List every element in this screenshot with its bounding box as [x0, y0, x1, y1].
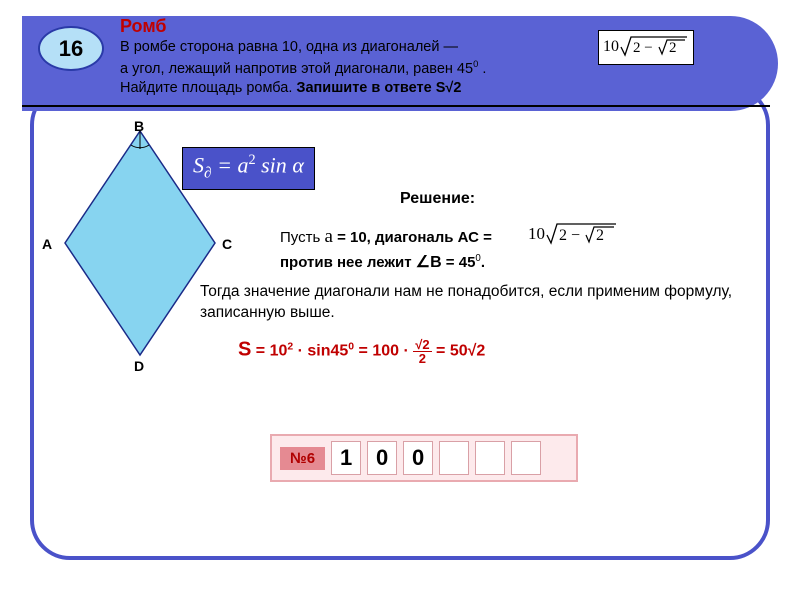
diagonal-expression-inline: 10 2 − 2	[528, 220, 618, 251]
sol-angle-b: ∠В	[416, 254, 442, 271]
frac-d: 2	[413, 352, 431, 365]
svg-text:10: 10	[528, 224, 545, 243]
svg-text:2: 2	[596, 227, 604, 244]
res-mid: = 100 ·	[354, 343, 413, 360]
answer-label: №6	[280, 447, 325, 470]
frac-n: √2	[413, 338, 431, 352]
answer-cell-4[interactable]	[439, 441, 469, 475]
problem-line2a: а угол, лежащий напротив этой диагонали,…	[120, 60, 473, 76]
vertex-c: C	[222, 236, 232, 252]
res-dot1: · sin45	[293, 343, 348, 360]
sol-l2c: = 45	[442, 254, 476, 271]
answer-cell-2[interactable]: 0	[367, 441, 397, 475]
area-formula: S∂ = a2 sin α	[182, 147, 315, 190]
problem-statement: В ромбе сторона равна 10, одна из диагон…	[120, 38, 680, 99]
sol-var-a: а	[324, 226, 332, 247]
solution-line1: Пусть а = 10, диагональ АС =	[280, 226, 760, 248]
answer-cell-5[interactable]	[475, 441, 505, 475]
vertex-d: D	[134, 358, 144, 374]
vertex-a: A	[42, 236, 52, 252]
problem-number-badge: 16	[38, 26, 104, 71]
res-frac: √22	[413, 338, 431, 365]
solution-line3: Тогда значение диагонали нам не понадоби…	[200, 282, 760, 324]
problem-line3a: Найдите площадь ромба.	[120, 80, 296, 96]
result-computation: S = 102 · sin450 = 100 · √22 = 50√2	[238, 338, 485, 365]
sol-l2a: против нее лежит	[280, 254, 416, 271]
svg-text:2: 2	[669, 40, 677, 56]
sol-l1a: Пусть	[280, 229, 324, 246]
solution-label: Решение:	[400, 190, 475, 208]
diagonal-expression-box: 10 2 − 2	[598, 30, 694, 65]
res-tail: = 50√2	[432, 343, 486, 360]
res-eq: = 10	[251, 343, 287, 360]
problem-line3b: Запишите в ответе S√2	[296, 80, 461, 96]
sqrt-expr-svg: 10 2 − 2	[603, 33, 689, 57]
solution-line2: против нее лежит ∠В = 450.	[280, 252, 485, 272]
svg-text:2 −: 2 −	[633, 40, 653, 56]
answer-box: №6 1 0 0	[270, 434, 578, 482]
answer-cell-3[interactable]: 0	[403, 441, 433, 475]
sol-l2d: .	[481, 254, 485, 271]
answer-cell-6[interactable]	[511, 441, 541, 475]
res-S: S	[238, 339, 251, 361]
answer-cell-1[interactable]: 1	[331, 441, 361, 475]
problem-line1: В ромбе сторона равна 10, одна из диагон…	[120, 39, 458, 55]
svg-text:10: 10	[603, 38, 619, 55]
problem-line2b: .	[478, 60, 486, 76]
sol-l1c: = 10, диагональ АС =	[333, 229, 492, 246]
shape-title: Ромб	[120, 16, 167, 37]
svg-text:2 −: 2 −	[559, 227, 580, 244]
vertex-b: B	[134, 118, 144, 134]
